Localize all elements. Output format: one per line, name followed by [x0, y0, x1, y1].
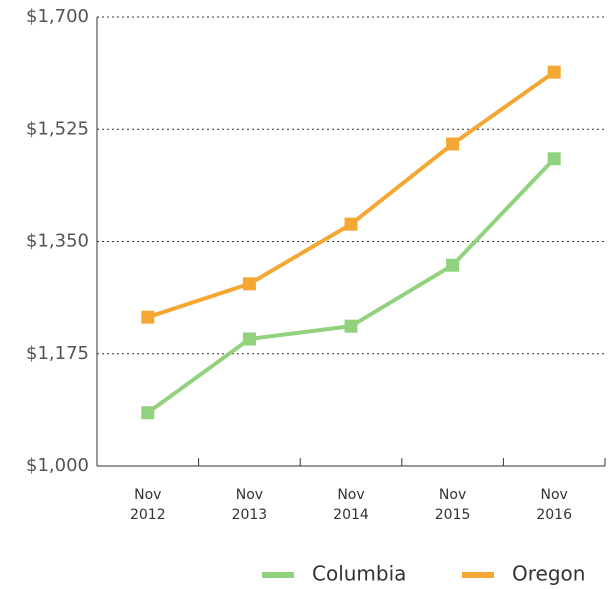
marker: [446, 137, 460, 151]
x-tick-label: Nov 2014: [333, 487, 369, 523]
legend-label: Oregon: [512, 562, 585, 586]
marker: [446, 258, 460, 272]
series-line: [146, 157, 556, 415]
marker: [242, 332, 256, 346]
y-tick-label: $1,700: [26, 6, 89, 27]
marker: [344, 319, 358, 333]
marker: [242, 277, 256, 291]
marker: [141, 406, 155, 420]
x-tick-label: Nov 2013: [231, 487, 268, 523]
y-tick-label: $1,000: [26, 455, 89, 476]
series-line: [147, 70, 556, 320]
marker: [547, 65, 561, 79]
y-tick-label: $1,350: [26, 231, 89, 252]
x-tick-label: Nov 2015: [434, 487, 471, 523]
marker: [141, 310, 155, 324]
y-tick-label: $1,525: [26, 118, 89, 139]
legend-label: Columbia: [312, 562, 406, 586]
marker: [344, 217, 358, 231]
x-tick-label: Nov 2016: [536, 487, 572, 523]
marker: [547, 152, 561, 166]
x-tick-label: Nov 2012: [129, 487, 166, 523]
y-tick-label: $1,175: [26, 343, 89, 364]
